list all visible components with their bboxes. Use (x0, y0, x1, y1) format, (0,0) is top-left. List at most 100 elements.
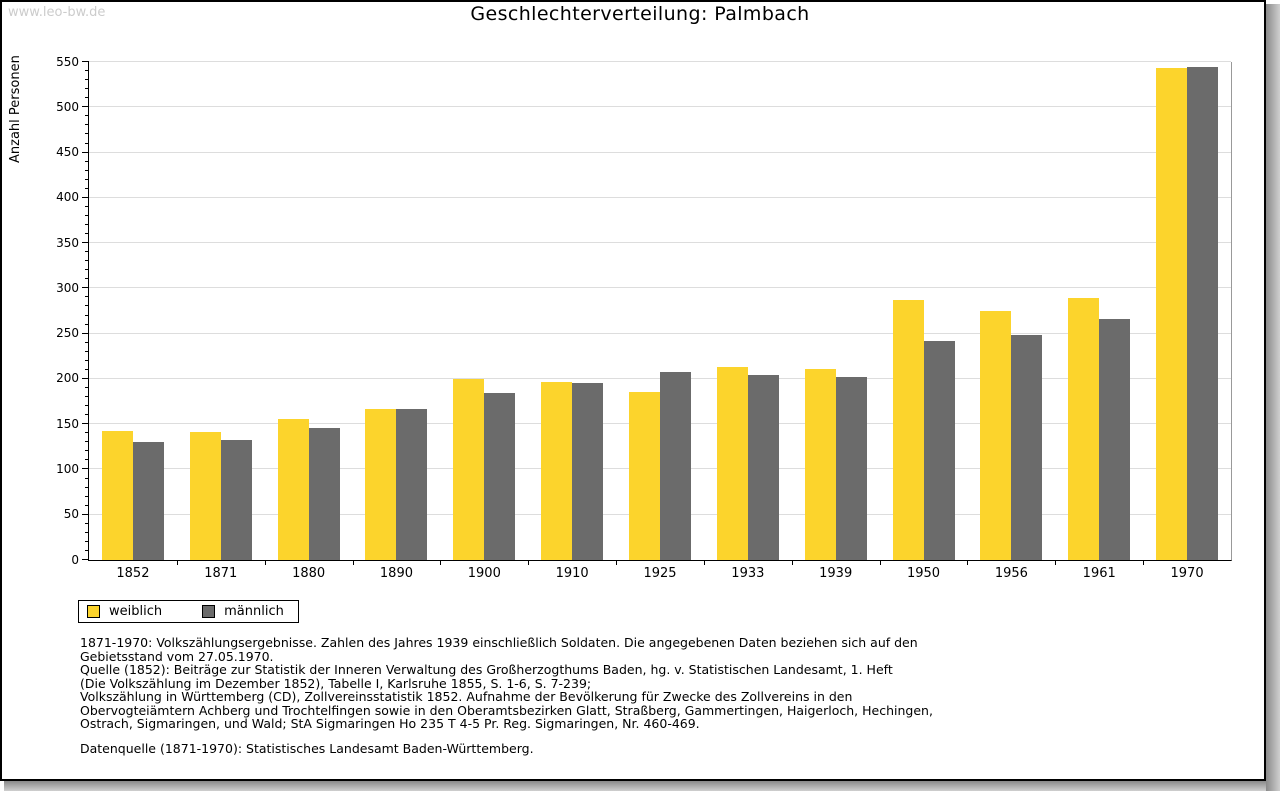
y-major-tick-250 (82, 332, 89, 334)
x-tick-label-1933: 1933 (731, 566, 765, 581)
y-minor-tick-180 (85, 396, 89, 398)
y-minor-tick-360 (85, 233, 89, 235)
y-major-tick-350 (82, 242, 89, 244)
y-tick-label-300: 300 (56, 280, 79, 295)
y-tick-label-100: 100 (56, 461, 79, 476)
chart-title: Geschlechterverteilung: Palmbach (470, 3, 810, 25)
x-tick-label-1950: 1950 (906, 566, 941, 581)
frame-shadow-right (1266, 4, 1280, 791)
frame-shadow-bottom (4, 781, 1266, 791)
y-tick-label-550: 550 (56, 54, 79, 69)
y-minor-tick-140 (85, 432, 89, 434)
y-minor-tick-510 (85, 97, 89, 99)
bar-männlich-1871 (220, 439, 252, 560)
bar-weiblich-1900 (453, 378, 485, 560)
y-minor-tick-80 (85, 486, 89, 488)
bar-weiblich-1956 (980, 311, 1012, 560)
x-tick-6 (616, 560, 618, 565)
y-minor-tick-310 (85, 278, 89, 280)
footnote-line: Gebietsstand vom 27.05.1970. (80, 648, 274, 664)
bar-männlich-1933 (747, 375, 779, 560)
footnote-line: Ostrach, Sigmaringen, und Wald; StA Sigm… (80, 716, 700, 731)
x-tick-4 (440, 560, 442, 565)
y-minor-tick-370 (85, 223, 89, 225)
y-minor-tick-60 (85, 504, 89, 506)
bar-weiblich-1925 (629, 391, 660, 560)
gridline-350 (89, 242, 1231, 244)
x-tick-11 (1055, 560, 1057, 565)
legend-item-maennlich: männlich (202, 604, 284, 619)
watermark: www.leo-bw.de (8, 5, 106, 20)
y-major-tick-0 (82, 559, 89, 560)
y-minor-tick-470 (85, 133, 89, 135)
footnotes: 1871-1970: Volkszählungsergebnisse. Zahl… (80, 636, 933, 731)
y-minor-tick-410 (85, 187, 89, 189)
x-tick-9 (879, 560, 881, 565)
y-minor-tick-170 (85, 405, 89, 407)
legend-label-weiblich: weiblich (109, 604, 163, 619)
y-minor-tick-70 (85, 495, 89, 497)
bar-männlich-1910 (572, 382, 604, 560)
gridline-500 (89, 106, 1231, 108)
y-major-tick-200 (82, 377, 89, 379)
y-minor-tick-530 (85, 79, 89, 81)
x-tick-label-1890: 1890 (379, 566, 413, 581)
y-minor-tick-160 (85, 414, 89, 416)
footnote-line: Quelle (1852): Beiträge zur Statistik de… (80, 662, 893, 677)
bar-männlich-1890 (396, 408, 428, 560)
gridline-450 (89, 151, 1231, 153)
y-minor-tick-130 (85, 441, 89, 443)
x-tick-label-1925: 1925 (643, 566, 677, 581)
y-major-tick-300 (82, 287, 89, 289)
bar-weiblich-1970 (1156, 68, 1188, 560)
bar-weiblich-1950 (892, 300, 924, 560)
y-minor-tick-30 (85, 531, 89, 533)
datasource-line: Datenquelle (1871-1970): Statistisches L… (80, 741, 534, 756)
y-major-tick-400 (82, 196, 89, 198)
y-minor-tick-440 (85, 160, 89, 162)
y-minor-tick-210 (85, 368, 89, 370)
y-minor-tick-540 (85, 70, 89, 72)
x-tick-5 (528, 560, 530, 565)
y-minor-tick-480 (85, 124, 89, 126)
x-tick-7 (703, 560, 705, 565)
x-tick-label-1900: 1900 (467, 566, 501, 581)
x-tick-label-1961: 1961 (1082, 566, 1116, 581)
y-minor-tick-220 (85, 359, 89, 361)
bar-männlich-1925 (660, 371, 691, 560)
y-axis-label: Anzahl Personen (8, 55, 23, 163)
y-minor-tick-20 (85, 540, 89, 542)
legend: weiblich männlich (78, 600, 299, 623)
footnote-line: 1871-1970: Volkszählungsergebnisse. Zahl… (80, 635, 918, 650)
legend-swatch-maennlich (202, 605, 216, 618)
x-tick-label-1956: 1956 (994, 566, 1028, 581)
y-tick-label-150: 150 (56, 416, 79, 431)
y-tick-label-200: 200 (56, 371, 79, 386)
y-minor-tick-420 (85, 178, 89, 180)
x-tick-1 (176, 560, 178, 565)
footnote-line: Obervogteiämtern Achberg und Trochtelfin… (80, 702, 933, 718)
y-tick-label-500: 500 (56, 99, 79, 114)
x-tick-label-1880: 1880 (292, 566, 326, 581)
y-tick-label-400: 400 (56, 190, 79, 205)
bar-männlich-1961 (1099, 319, 1131, 560)
y-minor-tick-90 (85, 477, 89, 479)
y-minor-tick-110 (85, 459, 89, 461)
y-major-tick-450 (82, 151, 89, 153)
y-minor-tick-190 (85, 386, 89, 388)
footnote-line: (Die Volkszählung im Dezember 1852), Tab… (80, 675, 592, 691)
bar-weiblich-1961 (1068, 298, 1100, 560)
y-minor-tick-340 (85, 251, 89, 253)
y-tick-label-0: 0 (71, 552, 79, 567)
y-tick-label-50: 50 (63, 507, 79, 522)
y-major-tick-500 (82, 106, 89, 108)
x-tick-label-1852: 1852 (116, 566, 150, 581)
x-tick-8 (791, 560, 793, 565)
bar-männlich-1939 (835, 377, 867, 560)
x-tick-12 (1143, 560, 1145, 565)
gridline-400 (89, 196, 1231, 198)
x-tick-label-1910: 1910 (555, 566, 589, 581)
bar-männlich-1970 (1187, 66, 1219, 560)
bar-weiblich-1890 (365, 408, 397, 560)
